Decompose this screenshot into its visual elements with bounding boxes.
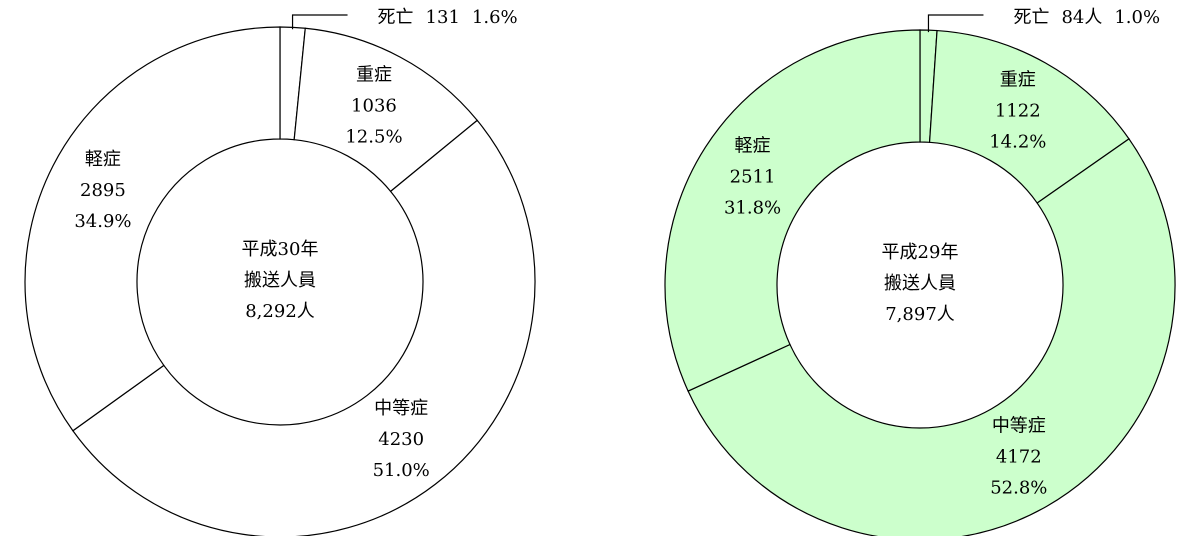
value-label: 4230 <box>378 429 424 450</box>
donut-segment <box>72 119 536 536</box>
value-label: 84人 <box>1061 7 1102 28</box>
center-label: 8,292人 <box>245 301 315 322</box>
center-label: 7,897人 <box>885 304 955 325</box>
value-label: 1122 <box>995 101 1041 122</box>
category-label: 重症 <box>1000 70 1036 91</box>
value-label: 1036 <box>351 96 397 117</box>
category-label: 中等症 <box>374 398 428 419</box>
center-label: 平成30年 <box>242 239 319 260</box>
center-label: 搬送人員 <box>244 270 316 291</box>
percentage-label: 34.9% <box>74 211 131 232</box>
segment-label: 死亡 84人 1.0% <box>1013 7 1160 28</box>
percentage-label: 52.8% <box>990 478 1047 499</box>
category-label: 重症 <box>356 65 392 86</box>
leader-line <box>927 14 984 33</box>
category-label: 軽症 <box>85 149 121 170</box>
percentage-label: 14.2% <box>989 132 1046 153</box>
donut-segment <box>687 138 1176 536</box>
value-label: 131 <box>426 7 460 28</box>
percentage-label: 12.5% <box>345 127 402 148</box>
category-label: 死亡 <box>1013 7 1049 28</box>
category-label: 死亡 <box>378 7 414 28</box>
value-label: 2511 <box>730 166 776 187</box>
category-label: 中等症 <box>992 416 1046 437</box>
percentage-label: 31.8% <box>724 197 781 218</box>
center-label: 搬送人員 <box>884 273 956 294</box>
leader-line <box>291 14 348 30</box>
percentage-label: 51.0% <box>373 460 430 481</box>
donut-segment <box>664 29 921 392</box>
donut-segment <box>928 29 1130 204</box>
segment-label: 死亡 131 1.6% <box>378 7 518 28</box>
percentage-label: 1.6% <box>472 7 518 28</box>
value-label: 4172 <box>996 447 1042 468</box>
value-label: 2895 <box>80 180 126 201</box>
center-label: 平成29年 <box>882 242 959 263</box>
category-label: 軽症 <box>735 135 771 156</box>
donut-segment <box>24 26 281 432</box>
percentage-label: 1.0% <box>1114 7 1160 28</box>
